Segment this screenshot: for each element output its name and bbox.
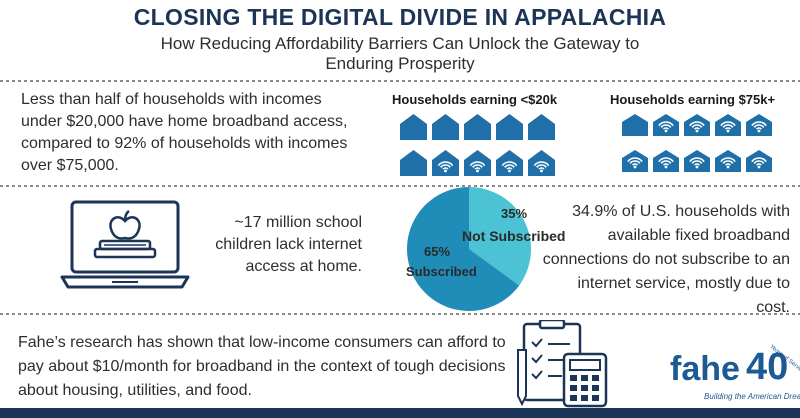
high-income-houses — [622, 114, 772, 172]
logo-wordmark: fahe — [670, 350, 740, 388]
house-icon — [464, 114, 491, 140]
house-icon — [496, 114, 523, 140]
income-stat-text: Less than half of households with income… — [21, 91, 348, 174]
wifi-icon — [720, 157, 736, 169]
house-icon — [432, 114, 459, 140]
wifi-icon — [689, 121, 705, 133]
page-title: CLOSING THE DIGITAL DIVIDE IN APPALACHIA — [133, 4, 667, 30]
children-stat-text: ~17 million school children lack interne… — [215, 214, 362, 275]
house-icon — [715, 114, 741, 136]
house-icon — [746, 150, 772, 172]
pie-label-not-subscribed: Not Subscribed — [462, 228, 566, 244]
section-divider — [0, 185, 800, 187]
house-icon — [684, 114, 710, 136]
wifi-icon — [501, 161, 518, 173]
house-icon — [622, 114, 648, 136]
page-subtitle: How Reducing Affordability Barriers Can … — [160, 34, 640, 73]
house-icon — [528, 114, 555, 140]
house-icon — [496, 150, 523, 176]
wifi-icon — [469, 161, 486, 173]
house-icon — [400, 150, 427, 176]
footer-bar — [0, 408, 800, 418]
pie-slice-subscribed — [407, 187, 520, 311]
logo-tagline: Building the American Dream. — [704, 392, 800, 401]
research-text: Fahe’s research has shown that low-incom… — [18, 334, 506, 399]
low-income-houses — [400, 114, 555, 176]
wifi-icon — [658, 157, 674, 169]
wifi-icon — [533, 161, 550, 173]
house-icon — [528, 150, 555, 176]
laptop-apple-icon — [60, 200, 190, 289]
low-income-label: Households earning <$20k — [392, 92, 558, 107]
wifi-icon — [751, 121, 767, 133]
house-icon — [746, 114, 772, 136]
wifi-icon — [751, 157, 767, 169]
pie-label-subscribed: Subscribed — [406, 264, 477, 279]
checklist-calculator-icon — [517, 320, 608, 408]
wifi-icon — [720, 121, 736, 133]
house-icon — [400, 114, 427, 140]
house-icon — [684, 150, 710, 172]
fahe-logo: fahe 40 Years of Service Building the Am… — [670, 344, 800, 405]
wifi-icon — [627, 157, 643, 169]
house-icon — [622, 150, 648, 172]
house-icon — [432, 150, 459, 176]
subscription-stat-text: 34.9% of U.S. households with available … — [542, 203, 790, 316]
house-icon — [653, 150, 679, 172]
pie-slice-not-subscribed — [469, 187, 531, 286]
house-icon — [653, 114, 679, 136]
logo-40: 40 — [746, 346, 789, 388]
subscription-pie-chart — [407, 187, 531, 311]
wifi-icon — [689, 157, 705, 169]
pie-label-not-subscribed-value: 35% — [501, 206, 528, 221]
wifi-icon — [437, 161, 454, 173]
section-divider — [0, 80, 800, 82]
house-icon — [464, 150, 491, 176]
high-income-label: Households earning $75k+ — [610, 92, 776, 107]
pie-label-subscribed-value: 65% — [424, 244, 451, 259]
house-icon — [715, 150, 741, 172]
section-divider — [0, 313, 800, 315]
wifi-icon — [658, 121, 674, 133]
